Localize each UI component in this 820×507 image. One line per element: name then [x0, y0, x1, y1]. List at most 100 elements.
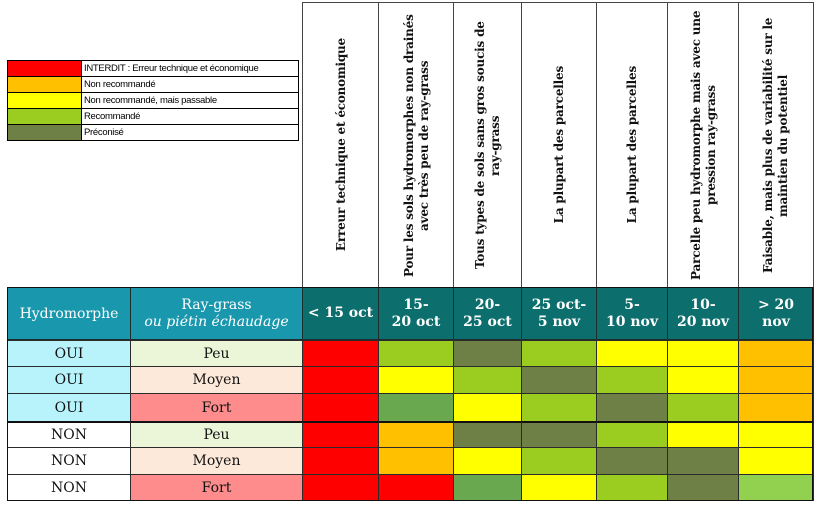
heatmap-cell — [667, 447, 739, 475]
period-comment-text: La plupart des parcelles — [625, 66, 639, 224]
heatmap-cell — [378, 366, 454, 394]
heatmap-cell — [378, 474, 454, 501]
row-hydromorphe: OUI — [7, 393, 131, 422]
period-comment-text: Pour les sols hydromorphes non drainés a… — [401, 13, 431, 277]
period-header-1: 15- 20 oct — [378, 287, 454, 340]
period-line2: 10 nov — [605, 313, 658, 330]
row-hydromorphe: OUI — [7, 340, 131, 367]
row-raygrass: Moyen — [130, 447, 303, 475]
period-line2: 20 oct — [391, 313, 441, 330]
heatmap-cell — [521, 474, 597, 501]
legend-label: Recommandé — [84, 111, 141, 122]
legend-swatch — [8, 61, 82, 76]
heatmap-cell — [302, 421, 379, 448]
period-comment-5: Parcelle peu hydromorphe mais avec une p… — [667, 2, 739, 287]
row-hydromorphe: NON — [7, 421, 131, 448]
period-comment-0: Erreur technique et économique — [302, 2, 379, 287]
period-comment-4: La plupart des parcelles — [596, 2, 668, 287]
row-hydromorphe: OUI — [7, 366, 131, 394]
period-comment-3: La plupart des parcelles — [521, 2, 597, 287]
heatmap-cell — [302, 340, 379, 367]
heatmap-cell — [738, 474, 814, 501]
heatmap-cell — [378, 447, 454, 475]
heatmap-cell — [378, 393, 454, 422]
heatmap-cell — [453, 393, 522, 422]
row-raygrass: Fort — [130, 393, 303, 422]
heatmap-cell — [738, 340, 814, 367]
heatmap-cell — [453, 474, 522, 501]
header-hydromorphe-label: Hydromorphe — [19, 305, 119, 322]
legend-label: Préconisé — [84, 127, 124, 138]
period-line1: 25 oct- — [531, 296, 587, 313]
period-line1: 20- — [474, 296, 501, 313]
legend-swatch — [8, 125, 82, 140]
period-line1: < 15 oct — [307, 305, 374, 321]
legend-label: Non recommandé, mais passable — [84, 95, 217, 106]
period-header-6: > 20 nov — [738, 287, 814, 340]
period-line2: 5 nov — [537, 313, 581, 330]
legend-swatch — [8, 93, 82, 108]
row-raygrass: Fort — [130, 474, 303, 501]
heatmap-cell — [302, 447, 379, 475]
heatmap-cell — [302, 366, 379, 394]
heatmap-cell — [738, 421, 814, 448]
heatmap-cell — [453, 340, 522, 367]
row-raygrass: Peu — [130, 340, 303, 367]
period-header-5: 10- 20 nov — [667, 287, 739, 340]
heatmap-cell — [667, 366, 739, 394]
period-comment-text: Tous types de sols sans gros soucis de r… — [473, 21, 502, 269]
heatmap-cell — [302, 393, 379, 422]
header-hydromorphe: Hydromorphe — [7, 287, 131, 340]
heatmap-cell — [302, 474, 379, 501]
color-legend: INTERDIT : Erreur technique et économiqu… — [7, 60, 299, 141]
period-comment-text: Erreur technique et économique — [333, 38, 348, 252]
period-line1: 5- — [624, 296, 640, 313]
period-comment-text: Parcelle peu hydromorphe mais avec une p… — [688, 10, 718, 280]
period-comment-2: Tous types de sols sans gros soucis de r… — [453, 2, 522, 287]
period-header-2: 20- 25 oct — [453, 287, 522, 340]
heatmap-cell — [738, 366, 814, 394]
legend-item-recommande: Recommandé — [8, 109, 298, 125]
heatmap-cell — [521, 366, 597, 394]
period-header-4: 5- 10 nov — [596, 287, 668, 340]
period-line2: 20 nov — [676, 313, 729, 330]
heatmap-cell — [521, 393, 597, 422]
legend-label: Non recommandé — [84, 79, 156, 90]
heatmap-cell — [596, 340, 668, 367]
row-hydromorphe: NON — [7, 447, 131, 475]
heatmap-cell — [378, 340, 454, 367]
period-line1: 15- — [403, 296, 429, 313]
row-hydromorphe: NON — [7, 474, 131, 501]
heatmap-cell — [521, 447, 597, 475]
heatmap-cell — [596, 421, 668, 448]
legend-item-non_recommande: Non recommandé — [8, 77, 298, 93]
heatmap-cell — [667, 421, 739, 448]
heatmap-cell — [667, 340, 739, 367]
heatmap-cell — [453, 421, 522, 448]
row-raygrass: Peu — [130, 421, 303, 448]
header-raygrass-label: Ray-grass — [181, 296, 252, 313]
legend-swatch — [8, 109, 82, 124]
heatmap-cell — [738, 393, 814, 422]
legend-label: INTERDIT : Erreur technique et économiqu… — [84, 63, 259, 74]
heatmap-cell — [521, 340, 597, 367]
period-header-0: < 15 oct — [302, 287, 379, 340]
heatmap-cell — [667, 474, 739, 501]
heatmap-cell — [453, 447, 522, 475]
period-comment-text: La plupart des parcelles — [552, 66, 566, 224]
heatmap-cell — [453, 366, 522, 394]
heatmap-cell — [596, 366, 668, 394]
legend-swatch — [8, 77, 82, 92]
header-raygrass: Ray-grass ou piétin échaudage — [130, 287, 303, 340]
period-line2: nov — [762, 313, 790, 330]
period-header-3: 25 oct- 5 nov — [521, 287, 597, 340]
heatmap-cell — [596, 447, 668, 475]
period-line1: 10- — [690, 296, 716, 313]
period-line1: > 20 — [757, 296, 795, 313]
heatmap-cell — [738, 447, 814, 475]
legend-item-preconise: Préconisé — [8, 125, 298, 140]
legend-item-passable: Non recommandé, mais passable — [8, 93, 298, 109]
legend-item-interdit: INTERDIT : Erreur technique et économiqu… — [8, 61, 298, 77]
period-comment-1: Pour les sols hydromorphes non drainés a… — [378, 2, 454, 287]
period-comment-text: Faisable, mais plus de variabilité sur l… — [761, 17, 790, 273]
